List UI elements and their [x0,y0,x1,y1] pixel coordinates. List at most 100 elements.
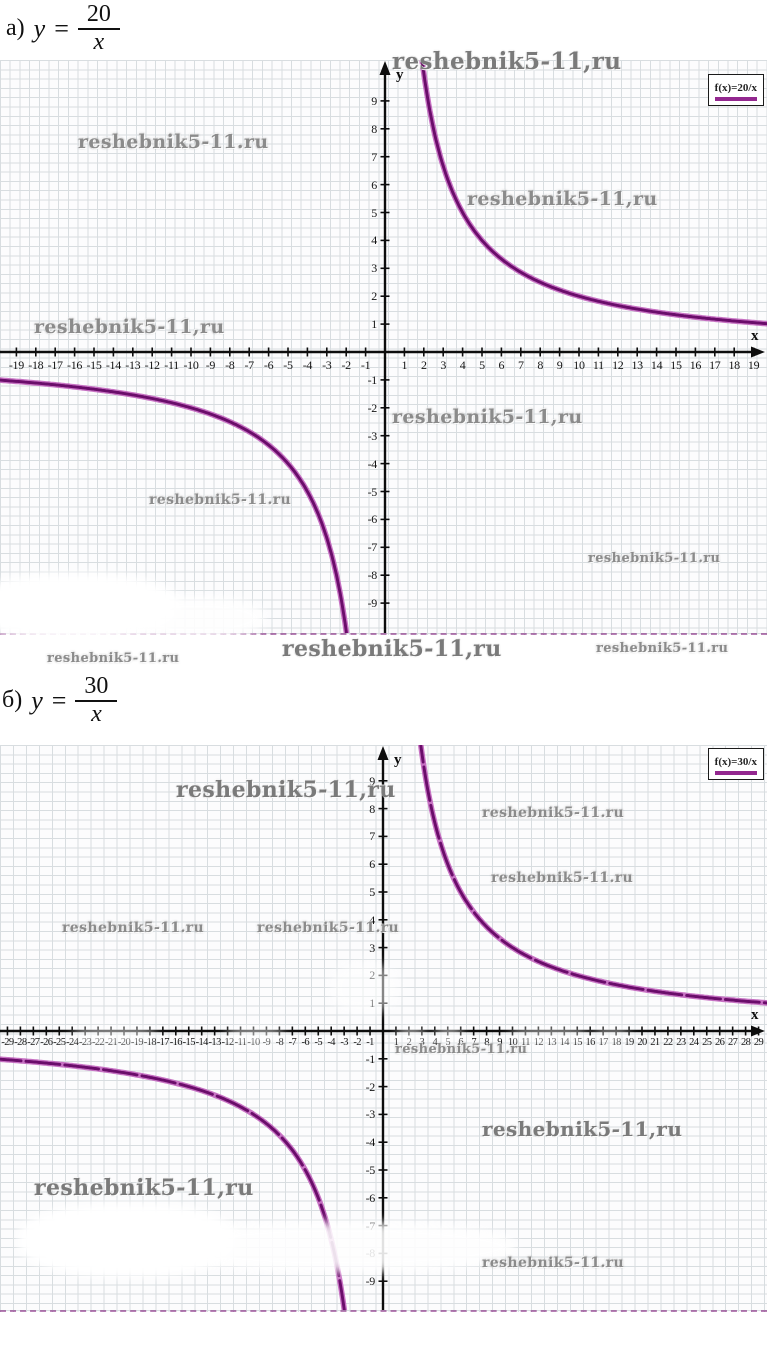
fraction-denominator-b: x [91,700,102,727]
x-tick-label: -11 [234,1037,247,1048]
y-axis-arrowhead [379,61,391,75]
x-tick-label: -18 [28,358,44,372]
x-tick-label: -19 [130,1037,144,1048]
x-tick-label: -17 [156,1037,170,1048]
equation-prefix-b: б) [2,687,23,714]
x-tick-label: 7 [471,1037,476,1048]
fraction-numerator-b: 30 [75,673,118,702]
x-tick-label: 1 [401,358,408,372]
y-tick-label: 8 [371,121,377,136]
x-tick-label: 17 [598,1037,608,1048]
x-tick-label: -13 [208,1037,222,1048]
x-tick-label: -8 [275,1037,284,1048]
x-tick-label: -15 [86,358,102,372]
y-tick-label: 9 [371,93,377,108]
y-tick-label: -3 [367,428,378,443]
x-tick-label: 3 [440,358,447,372]
y-tick-label: -6 [365,1190,376,1205]
curve-path [0,378,348,633]
x-tick-label: 2 [406,1037,412,1048]
x-tick-label: -10 [247,1037,260,1048]
legend-line-swatch-b [714,771,757,775]
curve-path [420,60,767,326]
x-tick-label: 3 [419,1037,425,1048]
x-tick-label: -15 [182,1037,196,1048]
y-tick-label: -2 [365,1079,376,1094]
x-tick-label: -7 [244,358,254,372]
x-tick-label: -20 [117,1037,131,1048]
x-tick-label: 4 [459,358,466,372]
x-tick-label: 6 [498,358,505,372]
x-tick-label: 7 [517,358,524,372]
y-tick-label: 7 [369,829,375,844]
x-tick-label: 8 [537,358,544,372]
x-tick-label: 1 [393,1037,399,1048]
x-tick-label: -6 [301,1037,310,1048]
y-tick-label: 5 [371,205,377,220]
equation-equals-b: = [51,685,67,715]
equation-lhs-b: y [31,685,43,715]
legend-label-a: f(x)=20/x [714,82,757,94]
plot-svg [0,745,767,1310]
x-tick-label: 16 [689,358,702,372]
x-tick-label: -21 [104,1037,118,1048]
x-tick-label: -17 [47,358,63,372]
y-tick-label: 2 [369,968,375,983]
y-tick-label: 1 [369,996,375,1011]
equation-fraction-a: 20 x [77,1,120,56]
x-tick-label: 8 [484,1037,489,1048]
x-tick-label: 26 [715,1037,725,1048]
curve-outline [417,745,767,1006]
x-tick-label: 2 [420,358,427,372]
x-tick-label: 11 [592,358,604,372]
x-tick-label: 13 [631,358,643,372]
x-tick-label: -16 [169,1037,183,1048]
watermark-text: reshebnik5-11.ru [47,651,180,666]
x-tick-label: -16 [67,358,83,372]
y-tick-label: -5 [367,484,378,499]
y-tick-label: -6 [367,512,378,527]
y-tick-label: -9 [365,1274,376,1289]
x-tick-label: -25 [53,1037,66,1048]
x-tick-label: 9 [556,358,563,372]
x-tick-label: -14 [105,358,121,372]
x-tick-label: 25 [702,1037,712,1048]
x-tick-label: 22 [663,1037,673,1048]
x-tick-label: -4 [302,358,313,372]
equation-fraction-b: 30 x [75,673,118,728]
x-tick-label: 6 [458,1037,464,1048]
x-tick-label: 16 [585,1037,596,1048]
x-tick-label: -1 [366,1037,374,1048]
legend-box-a: f(x)=20/x [707,74,764,106]
x-tick-label: 13 [546,1037,557,1048]
x-tick-label: -29 [1,1037,14,1048]
x-axis-letter-a: x [751,328,759,344]
x-tick-label: -22 [91,1037,105,1048]
x-tick-label: -2 [353,1037,361,1048]
y-tick-label: -9 [367,596,378,611]
y-tick-label: -8 [367,568,378,583]
x-tick-label: 28 [740,1037,751,1048]
x-tick-label: -5 [314,1037,323,1048]
x-tick-label: -27 [27,1037,40,1048]
x-tick-label: 5 [479,358,485,372]
x-tick-label: 21 [650,1037,660,1048]
watermark-text: reshebnik5-11.ru [596,641,729,656]
y-axis-letter-b: y [394,752,402,768]
equation-title-a: а) y = 20 x [6,1,120,56]
x-tick-label: -10 [183,358,199,372]
equation-prefix-a: а) [6,15,25,42]
y-tick-label: 3 [369,940,375,955]
x-tick-label: 14 [650,358,663,372]
x-tick-label: 9 [497,1037,502,1048]
x-tick-label: 5 [445,1037,451,1048]
y-tick-label: -1 [367,372,378,387]
x-tick-label: -18 [143,1037,157,1048]
equation-equals-a: = [54,13,69,43]
x-tick-label: -19 [8,358,24,372]
y-tick-label: 5 [369,885,375,899]
y-tick-label: 9 [369,773,375,788]
chart-a: f(x)=20/x y x -19 -18 -17 -16 -15 -14 -13 -12 -1… [0,60,767,635]
x-tick-label: -2 [341,358,351,372]
